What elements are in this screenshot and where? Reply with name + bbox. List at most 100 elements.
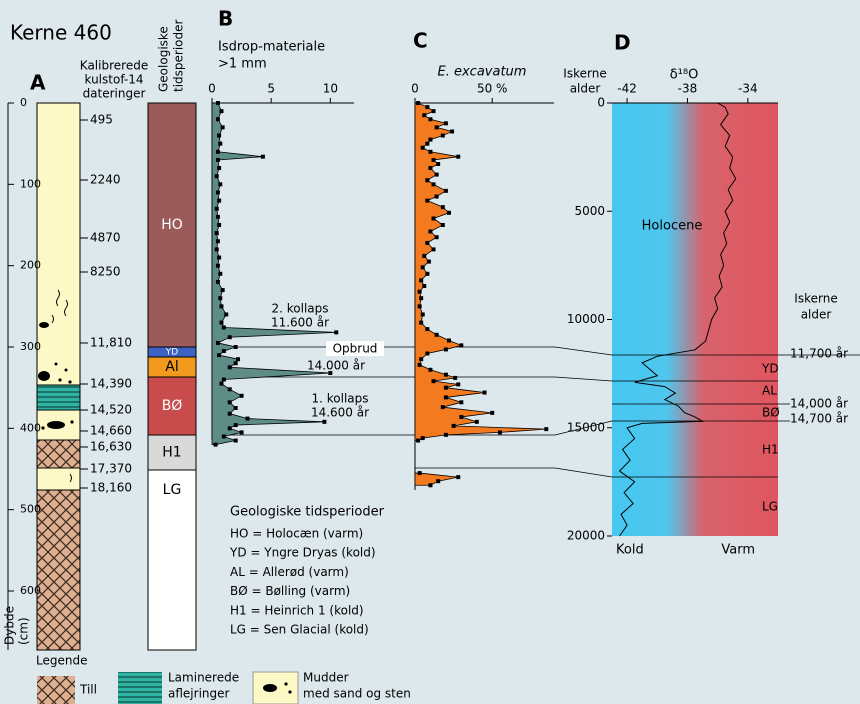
marker	[444, 121, 448, 125]
marker	[240, 430, 244, 434]
annotation: Opbrud	[333, 342, 378, 356]
marker	[217, 166, 221, 170]
marker	[475, 420, 479, 424]
marker	[228, 387, 232, 391]
marker	[444, 189, 448, 193]
marker	[216, 158, 220, 162]
marker	[425, 272, 429, 276]
marker	[425, 105, 429, 109]
marker	[228, 426, 232, 430]
marker	[228, 412, 232, 416]
marker	[450, 129, 454, 133]
depth-label: Dybde	[3, 606, 17, 645]
event-label: H1	[762, 443, 779, 457]
marker	[228, 335, 232, 339]
date-label: 14,390	[90, 377, 132, 391]
x-tick-label: 10	[323, 82, 338, 96]
chart-title: Isdrop-materiale	[218, 40, 325, 55]
period-legend-item: LG = Sen Glacial (kold)	[230, 623, 369, 637]
marker	[221, 288, 225, 292]
event-label: 14,000 år	[790, 397, 848, 411]
y-axis-label: Iskerne	[563, 67, 606, 81]
marker	[425, 241, 429, 245]
core-header: dateringer	[83, 87, 146, 101]
marker	[216, 101, 220, 105]
marker	[444, 347, 448, 351]
x-tick-label: 0	[411, 82, 419, 96]
marker	[498, 430, 502, 434]
marker	[432, 379, 436, 383]
marker	[217, 134, 221, 138]
marker	[416, 439, 420, 443]
marker	[490, 411, 494, 415]
marker	[222, 434, 226, 438]
marker	[215, 207, 219, 211]
x-tick-label: 5	[267, 82, 275, 96]
marker	[435, 125, 439, 129]
area	[415, 103, 546, 441]
x-tick-label: -34	[738, 82, 758, 96]
marker	[428, 230, 432, 234]
marker	[421, 265, 425, 269]
marker	[236, 357, 240, 361]
figure: Kerne 460 A Kalibrerede kulstof-14 dater…	[0, 0, 860, 704]
y-axis-label: alder	[570, 82, 601, 96]
legend-label: Mudder	[303, 671, 349, 685]
period-code: LG	[163, 482, 182, 498]
marker	[234, 345, 238, 349]
event-label: 11,700 år	[790, 347, 848, 361]
chart-title: E. excavatum	[438, 65, 527, 80]
marker	[416, 101, 420, 105]
period-code: BØ	[162, 398, 183, 414]
marker	[218, 142, 222, 146]
marker	[435, 173, 439, 177]
marker	[452, 424, 456, 428]
marker	[322, 420, 326, 424]
marker	[459, 400, 463, 404]
legend-label: med sand og sten	[303, 687, 411, 701]
marker	[428, 483, 432, 487]
annotation: 11.600 år	[271, 316, 329, 330]
date-label: 14,660	[90, 424, 132, 438]
period-legend-item: BØ = Bølling (varm)	[230, 584, 350, 598]
x-tick-label: -42	[617, 82, 637, 96]
marker	[234, 423, 238, 427]
marker	[447, 211, 451, 215]
marker	[425, 142, 429, 146]
annotation: Kold	[616, 543, 644, 558]
panel-letter: D	[614, 31, 631, 55]
event-label: BØ	[762, 406, 780, 420]
marker	[246, 417, 250, 421]
marker	[216, 239, 220, 243]
marker	[425, 178, 429, 182]
marker	[441, 223, 445, 227]
legend-label: aflejringer	[168, 687, 230, 701]
marker	[421, 312, 425, 316]
core-header: Kalibrerede	[80, 59, 148, 73]
panel-letter: A	[30, 71, 46, 95]
marker	[224, 312, 228, 316]
legend-swatch	[118, 672, 162, 704]
marker	[428, 368, 432, 372]
legend-label: Laminerede	[168, 671, 239, 685]
marker	[441, 205, 445, 209]
depth-label: (cm)	[17, 617, 31, 645]
marker	[219, 382, 223, 386]
figure-title: Kerne 460	[10, 21, 112, 45]
marker	[240, 394, 244, 398]
chart-subtitle: >1 mm	[218, 57, 267, 72]
period-legend-item: AL = Allerød (varm)	[230, 565, 349, 579]
marker	[215, 231, 219, 235]
date-label: 11,810	[90, 336, 132, 350]
marker	[222, 325, 226, 329]
marker	[222, 378, 226, 382]
y-tick-label: 20000	[567, 529, 605, 543]
marker	[428, 150, 432, 154]
y-tick-label: 10000	[567, 312, 605, 326]
marker	[421, 436, 425, 440]
marker	[483, 391, 487, 395]
marker	[432, 109, 436, 113]
marker	[218, 272, 222, 276]
marker	[216, 215, 220, 219]
x-tick-label: 50 %	[477, 82, 508, 96]
